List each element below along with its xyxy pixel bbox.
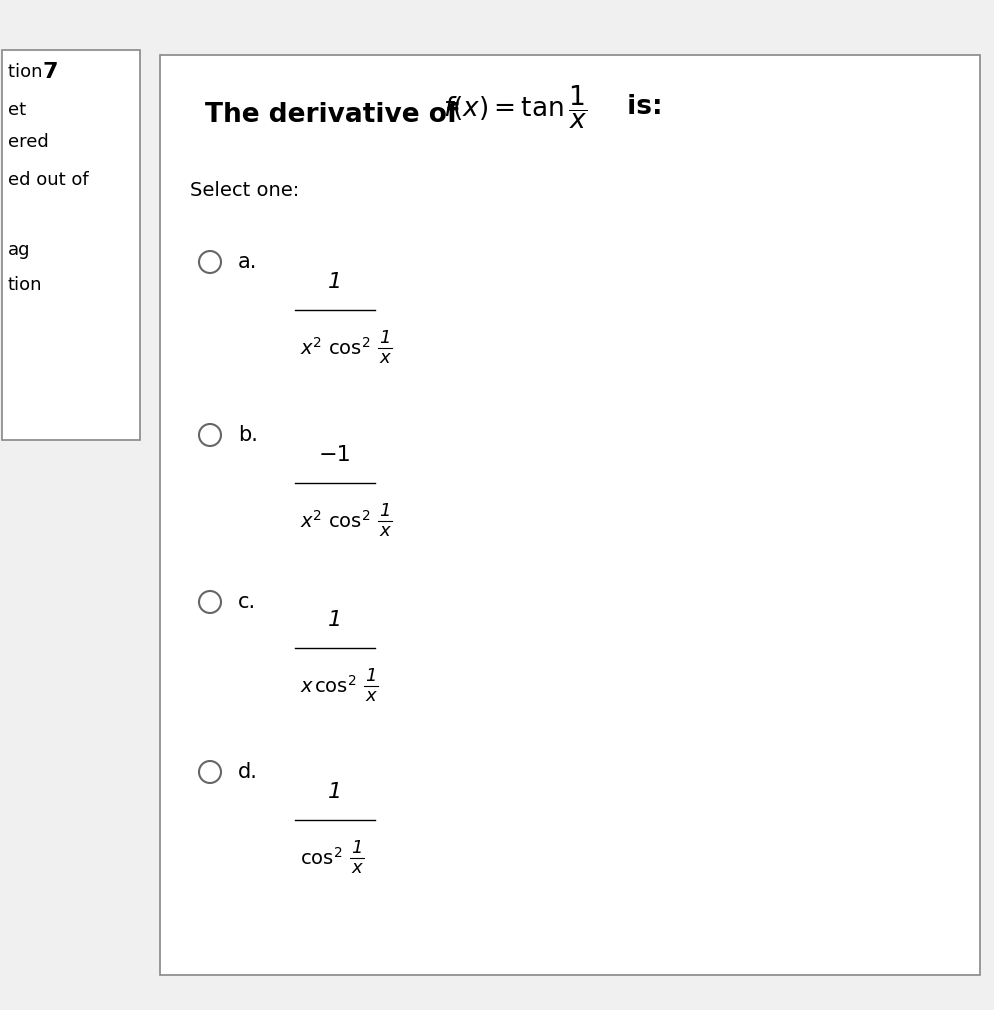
Text: et: et: [8, 101, 26, 119]
Text: 1: 1: [328, 272, 342, 292]
Text: d.: d.: [238, 762, 257, 782]
Text: $x^2$: $x^2$: [300, 510, 322, 532]
Circle shape: [199, 251, 221, 273]
Text: ered: ered: [8, 133, 49, 151]
Text: x: x: [380, 349, 391, 367]
Text: 1: 1: [380, 502, 391, 520]
Text: Select one:: Select one:: [190, 181, 299, 200]
Text: x: x: [352, 858, 362, 877]
Text: $\cos^2$: $\cos^2$: [328, 510, 370, 532]
Text: −1: −1: [319, 445, 351, 465]
Circle shape: [199, 591, 221, 613]
Text: 1: 1: [380, 329, 391, 347]
Text: The derivative of: The derivative of: [205, 102, 467, 128]
Text: $\cos^2$: $\cos^2$: [300, 847, 342, 869]
Text: is:: is:: [618, 94, 663, 120]
Text: 1: 1: [328, 610, 342, 630]
Circle shape: [199, 761, 221, 783]
Text: $x^2$: $x^2$: [300, 337, 322, 359]
Text: $f(x) = \tan\dfrac{1}{x}$: $f(x) = \tan\dfrac{1}{x}$: [443, 84, 587, 130]
FancyBboxPatch shape: [160, 55, 980, 975]
Text: tion: tion: [8, 63, 49, 81]
Text: x: x: [380, 522, 391, 540]
Text: $\cos^2$: $\cos^2$: [314, 675, 356, 697]
Text: $x$: $x$: [300, 677, 314, 696]
Text: x: x: [366, 687, 377, 705]
Text: 1: 1: [365, 667, 377, 685]
Text: 1: 1: [351, 839, 363, 857]
Text: a.: a.: [238, 252, 257, 272]
Text: b.: b.: [238, 425, 257, 445]
Text: 7: 7: [42, 62, 58, 82]
FancyBboxPatch shape: [2, 50, 140, 440]
Text: 1: 1: [328, 782, 342, 802]
Circle shape: [199, 424, 221, 446]
Text: ed out of: ed out of: [8, 171, 88, 189]
Text: tion: tion: [8, 276, 43, 294]
Text: ag: ag: [8, 241, 31, 259]
Text: c.: c.: [238, 592, 256, 612]
Text: $\cos^2$: $\cos^2$: [328, 337, 370, 359]
